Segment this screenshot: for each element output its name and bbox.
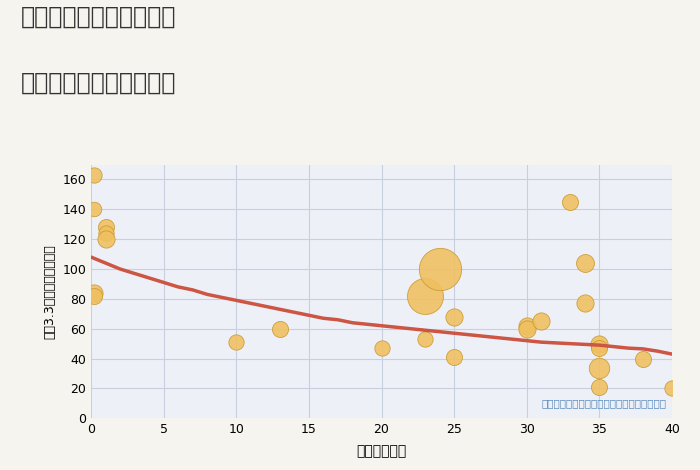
Point — [449, 353, 460, 361]
Text: 築年数別中古戸建て価格: 築年数別中古戸建て価格 — [21, 70, 176, 94]
Point — [100, 235, 111, 243]
Point — [88, 292, 99, 300]
Point — [88, 205, 99, 213]
Point — [521, 325, 532, 332]
Point — [565, 198, 576, 205]
Point — [594, 345, 605, 352]
Point — [100, 223, 111, 231]
Point — [594, 383, 605, 391]
Point — [594, 364, 605, 371]
Point — [594, 340, 605, 347]
Point — [449, 313, 460, 321]
Point — [231, 338, 242, 346]
Point — [274, 325, 286, 332]
Point — [666, 384, 678, 392]
Point — [100, 229, 111, 237]
Point — [638, 355, 649, 362]
Point — [88, 171, 99, 179]
Point — [419, 336, 430, 343]
Point — [580, 259, 591, 267]
Text: 円の大きさは、取引のあった物件面積を示す: 円の大きさは、取引のあった物件面積を示す — [541, 398, 666, 408]
X-axis label: 築年数（年）: 築年数（年） — [356, 445, 407, 459]
Point — [434, 265, 445, 273]
Text: 奈良県奈良市尼辻南町の: 奈良県奈良市尼辻南町の — [21, 5, 176, 29]
Point — [376, 345, 387, 352]
Y-axis label: 坪（3.3㎡）単価（万円）: 坪（3.3㎡）単価（万円） — [43, 244, 57, 339]
Point — [521, 322, 532, 329]
Point — [419, 292, 430, 300]
Point — [88, 289, 99, 297]
Point — [580, 299, 591, 307]
Point — [536, 318, 547, 325]
